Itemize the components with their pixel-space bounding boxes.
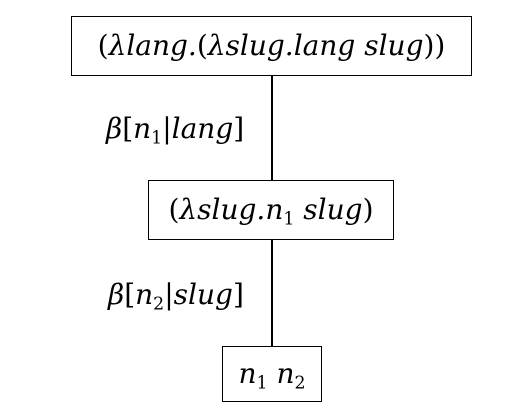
math-text-run: n <box>133 112 152 145</box>
math-text-run: ] <box>233 112 245 145</box>
math-text-run: )) <box>423 29 446 62</box>
tree-node-leaf: n1 n2 <box>222 346 322 402</box>
math-text-run: λlang. <box>108 29 197 62</box>
math-text-run: [ <box>122 112 134 145</box>
math-text-run: ( <box>168 193 180 226</box>
math-text-run: slug <box>173 278 233 311</box>
edge-line-2 <box>271 240 273 346</box>
math-text-run: [ <box>124 278 136 311</box>
math-text-run: β <box>106 112 123 145</box>
math-text-run: λslug.n <box>179 193 284 226</box>
subscript-index: 1 <box>283 209 295 230</box>
node-term-middle: (λslug.n1 slug) <box>168 193 374 229</box>
node-term-leaf: n1 n2 <box>238 357 305 393</box>
math-text-run: slug <box>294 193 363 226</box>
math-text-run: n <box>135 278 154 311</box>
edge-label-beta-1: β[n1|lang] <box>106 112 245 148</box>
edge-label-term-1: β[n1|lang] <box>106 112 245 148</box>
math-text-run: ) <box>362 193 374 226</box>
edge-label-term-2: β[n2|slug] <box>108 278 244 314</box>
math-text-run: lang <box>171 112 234 145</box>
subscript-index: 2 <box>153 294 165 315</box>
math-text-run: λslug.lang slug <box>207 29 424 62</box>
edge-label-beta-2: β[n2|slug] <box>108 278 244 314</box>
math-text-run: | <box>164 278 174 311</box>
math-text-run: n <box>238 357 257 390</box>
math-text-run: ( <box>196 29 208 62</box>
tree-node-root: (λlang.(λslug.lang slug)) <box>71 16 472 76</box>
math-text-run: | <box>162 112 172 145</box>
subscript-index: 1 <box>151 128 163 149</box>
tree-node-middle: (λslug.n1 slug) <box>148 180 394 240</box>
edge-line-1 <box>271 76 273 180</box>
node-term-root: (λlang.(λslug.lang slug)) <box>98 32 446 60</box>
math-text-run: n <box>267 357 295 390</box>
subscript-index: 2 <box>294 373 306 394</box>
math-text-run: ( <box>97 29 109 62</box>
subscript-index: 1 <box>256 373 268 394</box>
math-text-run: ] <box>232 278 244 311</box>
math-text-run: β <box>108 278 125 311</box>
